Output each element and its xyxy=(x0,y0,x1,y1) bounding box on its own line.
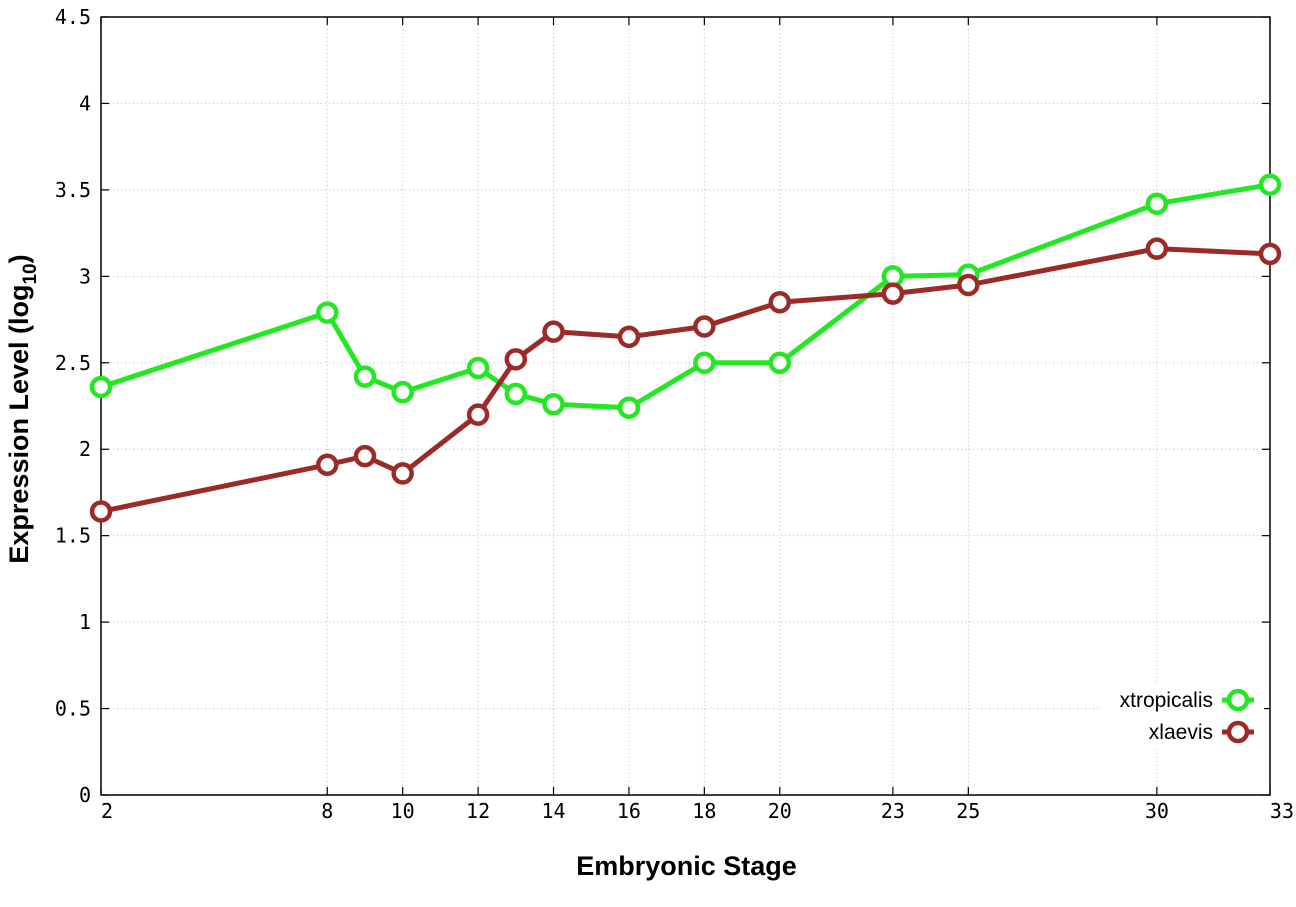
x-axis-title: Embryonic Stage xyxy=(576,851,797,881)
data-point xyxy=(391,380,414,404)
y-axis-title-close: ) xyxy=(4,254,34,263)
y-tick-label: 2.5 xyxy=(55,351,91,375)
data-point xyxy=(504,348,528,371)
x-tick-label: 18 xyxy=(692,799,716,823)
x-tick-label: 16 xyxy=(617,799,641,823)
data-point xyxy=(1258,173,1282,196)
x-tick-label: 23 xyxy=(881,799,905,823)
series-xtropicalis xyxy=(89,173,1282,419)
data-point xyxy=(693,351,716,375)
x-tick-label: 33 xyxy=(1270,799,1294,823)
y-tick-label: 1 xyxy=(79,610,91,634)
data-point xyxy=(881,282,905,305)
series-line xyxy=(100,182,1271,411)
x-tick-label: 25 xyxy=(956,799,980,823)
legend-label: xlaevis xyxy=(1149,721,1213,744)
data-point xyxy=(693,315,716,338)
data-point xyxy=(353,444,377,468)
data-point xyxy=(1145,237,1169,260)
y-tick-label: 4.5 xyxy=(55,5,91,29)
y-axis-title-subscript: 10 xyxy=(20,263,41,284)
y-tick-label: 3.5 xyxy=(55,178,91,202)
y-tick-label: 4 xyxy=(79,91,91,115)
legend-marker xyxy=(1226,720,1250,744)
y-tick-label: 0 xyxy=(79,783,91,807)
y-axis-title: Expression Level (log10) xyxy=(4,254,41,563)
data-point xyxy=(316,301,339,324)
data-point xyxy=(466,356,490,380)
y-axis-title-main: Expression Level (log xyxy=(4,285,34,564)
x-tick-label: 2 xyxy=(101,799,113,823)
x-tick-label: 20 xyxy=(768,799,792,823)
grid xyxy=(101,17,1270,795)
data-point xyxy=(768,351,792,375)
data-point xyxy=(1145,192,1169,215)
data-point xyxy=(768,291,792,314)
series-layer xyxy=(89,173,1282,523)
plot-frame xyxy=(100,16,1271,796)
data-point xyxy=(1258,242,1282,266)
data-point xyxy=(957,273,980,297)
x-tick-label: 30 xyxy=(1145,799,1169,823)
legend-label: xtropicalis xyxy=(1120,689,1213,712)
data-point xyxy=(617,325,641,349)
data-point xyxy=(504,382,528,406)
y-tick-label: 2 xyxy=(79,437,91,461)
data-point xyxy=(466,403,490,426)
data-point xyxy=(617,396,641,419)
data-point xyxy=(89,375,113,399)
x-tick-label: 14 xyxy=(541,799,565,823)
x-tick-label: 8 xyxy=(321,799,333,823)
x-tick-label: 12 xyxy=(466,799,490,823)
legend: xtropicalis xlaevis xyxy=(1098,682,1264,746)
y-tick-label: 3 xyxy=(79,264,91,288)
data-point xyxy=(542,393,565,416)
legend-marker xyxy=(1226,688,1250,712)
data-point xyxy=(89,500,113,523)
y-tick-label: 1.5 xyxy=(55,524,91,548)
data-point xyxy=(542,320,565,343)
series-xlaevis xyxy=(89,237,1282,523)
axis-ticks: 0 0.5 1 1.5 2 2.5 3 3.5 4 4.5 2 8 10 12 14 16 18 20 23 25 30… xyxy=(55,5,1294,823)
data-point xyxy=(353,365,377,388)
series-line xyxy=(100,246,1271,514)
data-point xyxy=(316,453,339,477)
y-tick-label: 0.5 xyxy=(55,697,91,721)
data-point xyxy=(391,462,414,485)
x-tick-label: 10 xyxy=(391,799,415,823)
